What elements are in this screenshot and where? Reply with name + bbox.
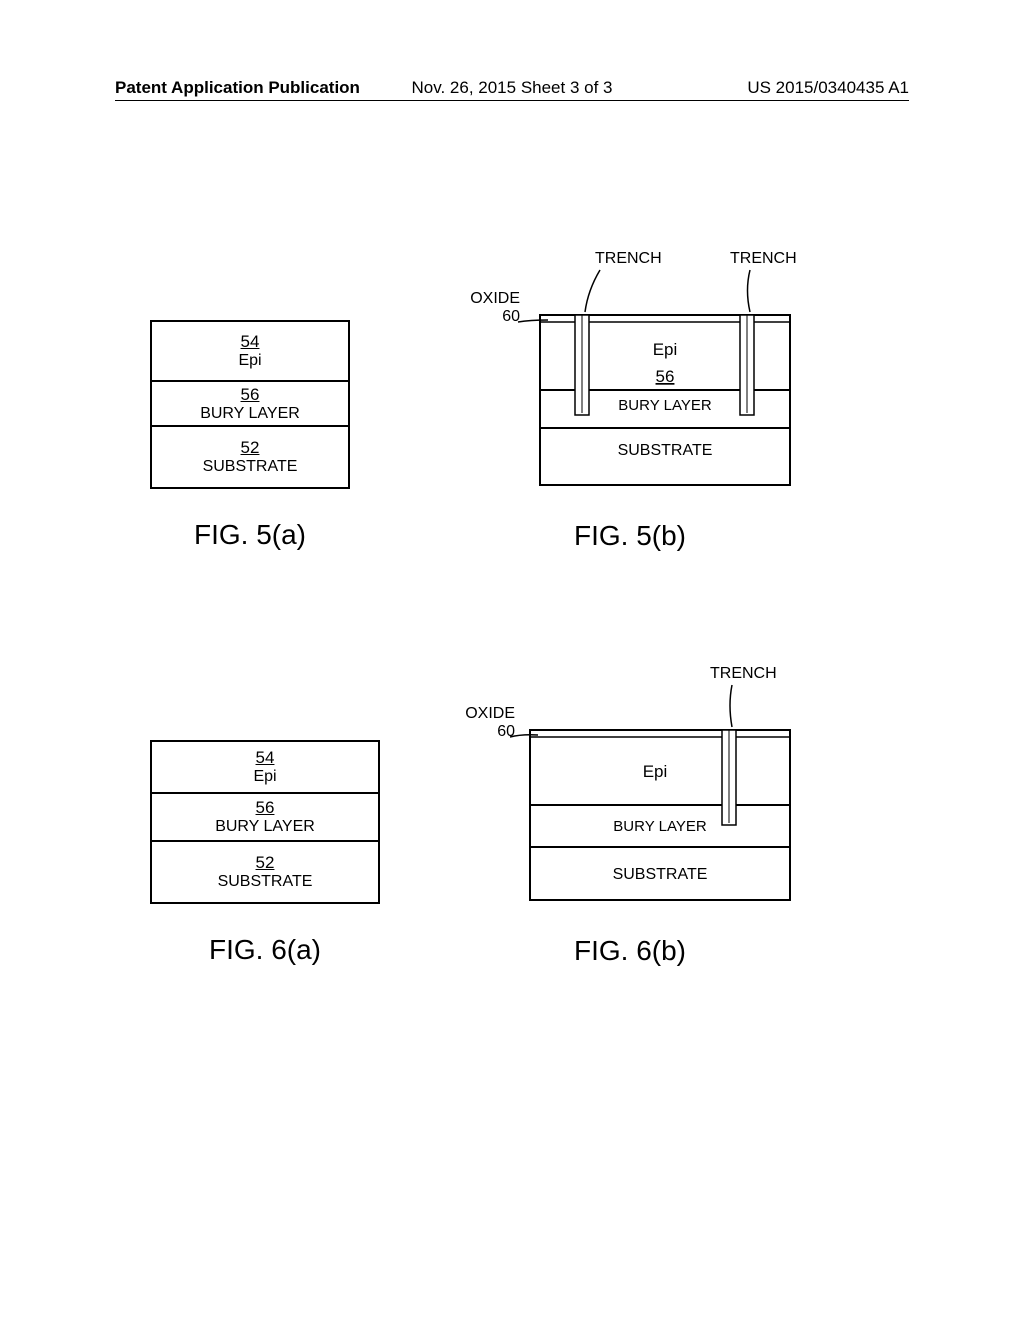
fig5b-diagram: OXIDE 60 TRENCH TRENCH [460,250,800,490]
fig6b-trench-label: TRENCH [710,665,777,683]
fig5a-caption: FIG. 5(a) [194,519,306,551]
fig5a-epi-label: Epi [238,352,261,370]
fig5a-layer-bury: 56 BURY LAYER [152,382,348,427]
header-right: US 2015/0340435 A1 [747,78,909,98]
fig5a-stack: 54 Epi 56 BURY LAYER 52 SUBSTRATE [150,320,350,489]
fig6a-epi-label: Epi [253,768,276,786]
fig6a-caption: FIG. 6(a) [209,934,321,966]
fig6a-stack: 54 Epi 56 BURY LAYER 52 SUBSTRATE [150,740,380,904]
fig5b-caption: FIG. 5(b) [574,520,686,552]
fig5b-epi-text: Epi [653,340,678,359]
fig-5b: OXIDE 60 TRENCH TRENCH [460,250,800,552]
fig6a-bury-num: 56 [256,798,275,818]
fig6b-svg: Epi BURY LAYER SUBSTRATE [460,665,800,905]
header-divider [115,100,909,101]
fig6b-diagram: OXIDE 60 TRENCH Epi BURY LAYER SUBSTRATE [460,665,800,905]
fig5b-substrate-text: SUBSTRATE [618,442,713,459]
fig5b-oxide-label: OXIDE 60 [460,290,520,326]
fig5b-oxide-num: 60 [502,308,520,325]
fig6b-oxide-num: 60 [497,723,515,740]
fig6b-caption: FIG. 6(b) [574,935,686,967]
fig5a-layer-substrate: 52 SUBSTRATE [152,427,348,487]
fig6b-oxide-text: OXIDE [465,705,515,722]
fig-5a: 54 Epi 56 BURY LAYER 52 SUBSTRATE FIG. 5… [150,320,350,551]
fig5a-substrate-num: 52 [241,438,260,458]
page-header: Patent Application Publication Nov. 26, … [0,78,1024,98]
fig6b-oxide-label: OXIDE 60 [455,705,515,741]
fig6a-layer-epi: 54 Epi [152,742,378,794]
fig6a-substrate-label: SUBSTRATE [218,873,313,891]
fig5a-substrate-label: SUBSTRATE [203,458,298,476]
fig5b-bury-text: BURY LAYER [618,397,712,414]
fig5b-bury-num: 56 [656,367,675,386]
fig6a-layer-bury: 56 BURY LAYER [152,794,378,842]
header-center: Nov. 26, 2015 Sheet 3 of 3 [412,78,613,98]
fig6a-layer-substrate: 52 SUBSTRATE [152,842,378,902]
fig5a-bury-label: BURY LAYER [200,405,300,423]
fig-6b: OXIDE 60 TRENCH Epi BURY LAYER SUBSTRATE [460,665,800,967]
fig6b-substrate-text: SUBSTRATE [613,866,708,883]
header-left: Patent Application Publication [115,78,360,98]
fig6b-bury-text: BURY LAYER [613,818,707,835]
fig5a-bury-num: 56 [241,385,260,405]
fig6a-bury-label: BURY LAYER [215,818,315,836]
fig5b-oxide-text: OXIDE [470,290,520,307]
fig6a-substrate-num: 52 [256,853,275,873]
fig5a-epi-num: 54 [241,332,260,352]
fig5b-svg: Epi 56 BURY LAYER SUBSTRATE [460,250,800,490]
fig5b-trench1-label: TRENCH [595,250,662,268]
fig6a-epi-num: 54 [256,748,275,768]
fig-6a: 54 Epi 56 BURY LAYER 52 SUBSTRATE FIG. 6… [150,740,380,966]
fig6b-epi-text: Epi [643,762,668,781]
fig5b-trench2-label: TRENCH [730,250,797,268]
fig5a-layer-epi: 54 Epi [152,322,348,382]
